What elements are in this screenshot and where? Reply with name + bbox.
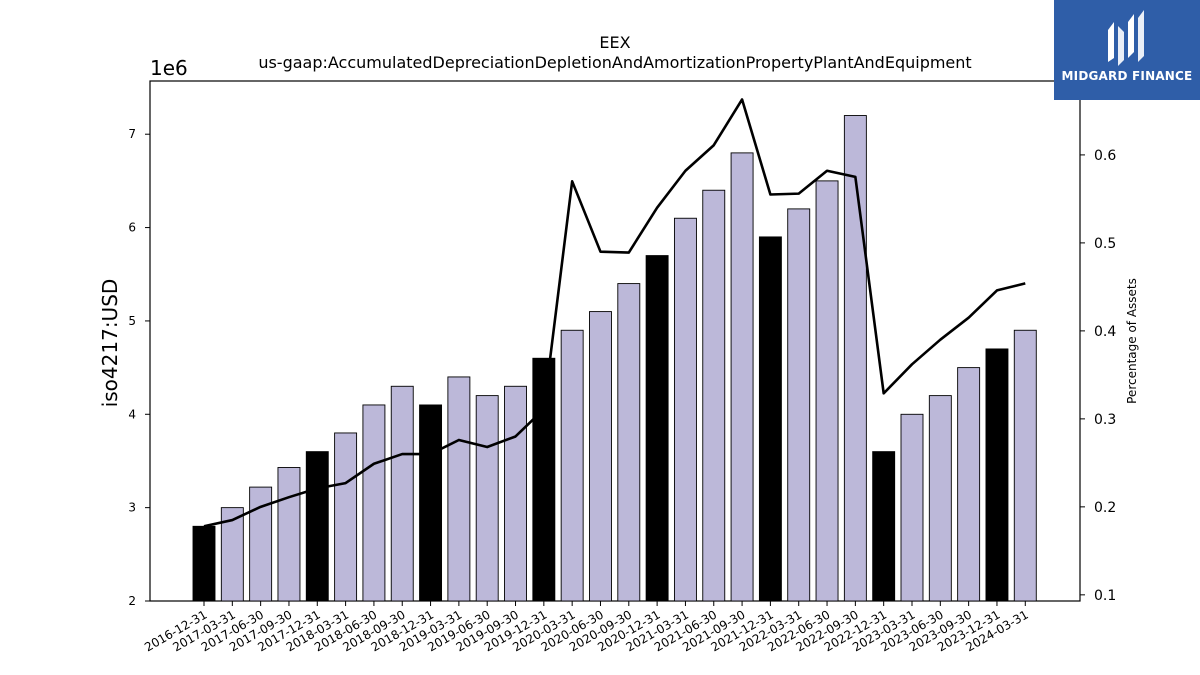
bar-2021-03-31 (673, 217, 697, 602)
right-tick-label: 0.4 (1094, 324, 1116, 340)
chart-subtitle: us-gaap:AccumulatedDepreciationDepletion… (258, 53, 971, 72)
bar-2017-09-30 (277, 467, 301, 602)
bar-2021-06-30 (702, 189, 726, 602)
bar-2021-12-31 (758, 236, 782, 602)
right-tick-label: 0.3 (1094, 412, 1116, 428)
plot-frame (149, 80, 1081, 602)
midgard-finance-logo: MIDGARD FINANCE (1054, 0, 1200, 100)
bar-2023-06-30 (928, 395, 952, 602)
y2-axis-label: Percentage of Assets (1125, 278, 1139, 404)
right-y-axis: 0.1 0.2 0.3 0.4 0.5 0.6 (1080, 148, 1116, 604)
bar-2020-06-30 (589, 311, 612, 602)
bar-2018-03-31 (334, 432, 358, 602)
bar-2023-09-30 (957, 367, 981, 602)
y-axis-label: iso4217:USD (98, 279, 122, 408)
bar-2020-03-31 (560, 329, 584, 602)
x-axis: 2016-12-312017-03-312017-06-302017-09-30… (142, 601, 1031, 654)
bar-2024-03-31 (1013, 329, 1037, 602)
left-tick-label: 4 (128, 407, 136, 421)
left-tick-label: 7 (128, 127, 136, 141)
bar-series (192, 115, 1037, 602)
bar-2020-09-30 (617, 283, 641, 602)
bar-2022-12-31 (872, 451, 896, 602)
right-tick-label: 0.1 (1094, 588, 1116, 604)
bar-2020-12-31 (645, 255, 669, 602)
chart-title: EEX (599, 33, 630, 52)
bar-2022-06-30 (815, 180, 839, 602)
plot-area (149, 80, 1081, 602)
right-tick-label: 0.2 (1094, 500, 1116, 516)
bar-2018-09-30 (390, 385, 414, 602)
right-tick-label: 0.6 (1094, 148, 1116, 164)
percentage-of-assets-line (203, 98, 1026, 528)
bar-2019-12-31 (532, 357, 556, 602)
logo-text: MIDGARD FINANCE (1061, 69, 1193, 83)
y-scale-label: 1e6 (150, 56, 188, 80)
bar-2019-03-31 (447, 376, 471, 602)
bar-2019-09-30 (504, 385, 527, 602)
right-tick-label: 0.5 (1094, 236, 1116, 252)
bar-2021-09-30 (730, 152, 754, 602)
bar-2023-12-31 (985, 348, 1009, 602)
left-tick-label: 2 (128, 594, 136, 608)
bar-2018-12-31 (419, 404, 443, 602)
bar-2016-12-31 (192, 525, 216, 602)
left-tick-label: 3 (128, 501, 136, 515)
left-tick-label: 5 (128, 314, 136, 328)
bar-2022-03-31 (787, 208, 811, 602)
left-y-axis: 2 3 4 5 6 7 (128, 127, 150, 608)
bar-2023-03-31 (900, 413, 924, 602)
bar-2017-12-31 (305, 451, 329, 602)
midgard-logo-icon (1108, 10, 1144, 66)
left-tick-label: 6 (128, 221, 136, 235)
bar-2019-06-30 (475, 395, 499, 602)
bar-2018-06-30 (362, 404, 386, 602)
bar-2022-09-30 (843, 115, 867, 602)
